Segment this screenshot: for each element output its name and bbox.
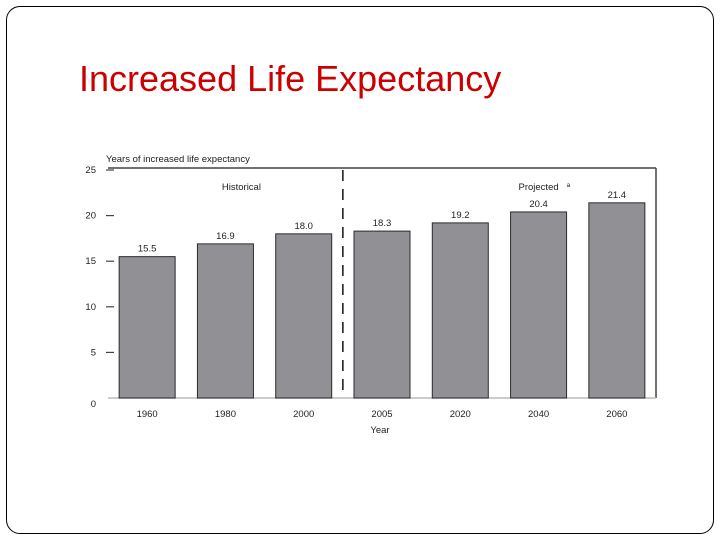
y-axis-label: Years of increased life expectancy: [106, 154, 250, 165]
x-tick-label: 1960: [137, 409, 158, 420]
x-axis-label: Year: [370, 425, 389, 436]
bar-value-label: 18.0: [294, 221, 313, 232]
projected-footnote-marker: a: [567, 182, 571, 189]
y-tick-label: 20: [85, 211, 96, 222]
bar-value-label: 18.3: [373, 218, 392, 229]
x-tick-label: 2000: [293, 409, 314, 420]
bar-value-label: 20.4: [529, 199, 548, 210]
bar: [588, 202, 646, 399]
x-tick-label: 1980: [215, 409, 236, 420]
x-tick-label: 2005: [371, 409, 392, 420]
bar: [431, 222, 489, 399]
y-tick-label: 15: [85, 256, 96, 267]
bar-value-label: 16.9: [216, 231, 235, 242]
projected-annotation: Projected: [519, 182, 559, 193]
historical-annotation: Historical: [222, 182, 261, 193]
bar-value-label: 19.2: [451, 210, 470, 221]
bar: [510, 211, 568, 399]
x-tick-label: 2060: [606, 409, 627, 420]
bar: [196, 243, 254, 399]
x-tick-label: 2040: [528, 409, 549, 420]
y-tick-label: 10: [85, 302, 96, 313]
bar: [275, 233, 333, 399]
y-tick-label: 5: [91, 347, 96, 358]
slide-title: Increased Life Expectancy: [79, 58, 502, 99]
bar-value-label: 15.5: [138, 244, 157, 255]
y-tick-label: 25: [85, 165, 96, 176]
bar-value-label: 21.4: [608, 190, 627, 201]
y-tick-label: 0: [91, 399, 96, 410]
x-tick-label: 2020: [450, 409, 471, 420]
bar: [118, 256, 176, 399]
bar: [353, 230, 411, 399]
